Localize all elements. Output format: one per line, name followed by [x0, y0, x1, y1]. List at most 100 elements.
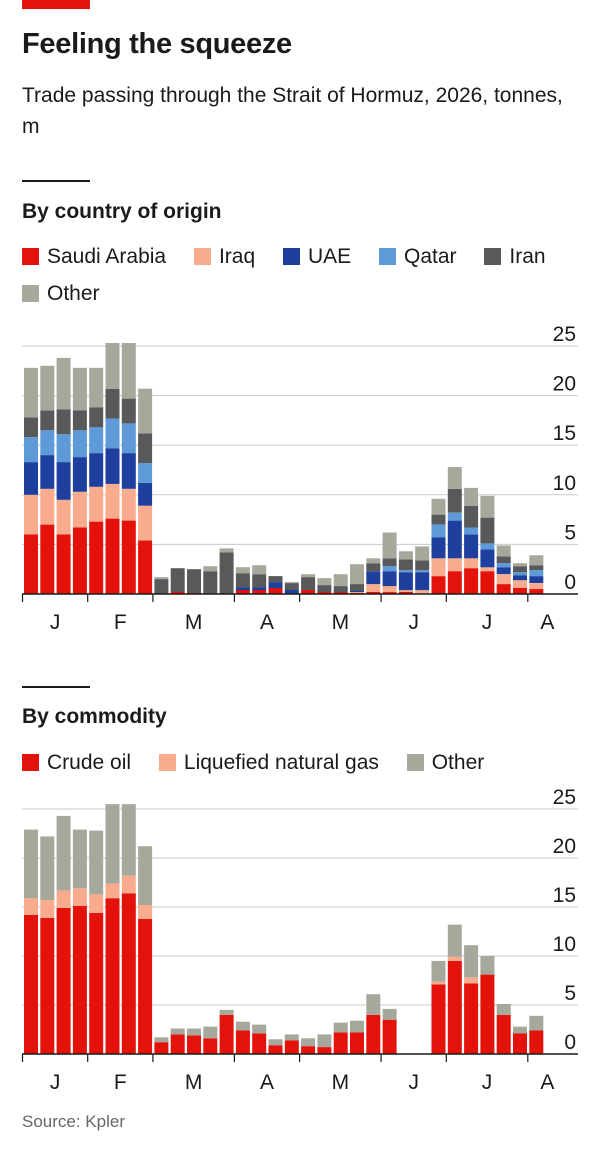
- bar-segment-iran: [89, 407, 104, 428]
- bar-segment-saudi-arabia: [89, 521, 104, 594]
- bar-segment-crude-oil: [89, 912, 104, 1054]
- bar-segment-qatar: [105, 418, 120, 449]
- bar-segment-saudi-arabia: [447, 571, 462, 594]
- bar-segment-uae: [252, 587, 267, 591]
- legend-item-saudi-arabia: Saudi Arabia: [22, 238, 166, 275]
- bar-segment-uae: [382, 571, 397, 587]
- y-tick-label: 0: [564, 1031, 576, 1054]
- bar-segment-other: [447, 467, 462, 489]
- bar-segment-uae: [464, 534, 479, 559]
- bar-segment-saudi-arabia: [252, 590, 267, 594]
- bar-segment-qatar: [56, 434, 71, 463]
- bar-segment-iraq: [480, 567, 495, 572]
- bar-segment-crude-oil: [72, 906, 87, 1054]
- bar-segment-iran: [235, 573, 250, 588]
- bar-segment-other: [513, 563, 527, 567]
- bar-segment-iran: [464, 505, 479, 528]
- bar-segment-iraq: [447, 558, 462, 572]
- y-tick-label: 20: [553, 373, 576, 396]
- bar-segment-iraq: [366, 584, 381, 592]
- y-tick-label: 25: [553, 786, 576, 809]
- bar-segment-qatar: [496, 563, 511, 568]
- bar-segment-saudi-arabia: [72, 527, 87, 594]
- legend-swatch: [193, 248, 211, 265]
- x-tick-label: J: [50, 611, 61, 634]
- chart-commodity: 0 5 10 15 20 25 J F M A M J J A: [21, 786, 578, 1094]
- bar-segment-other: [252, 565, 267, 575]
- x-tick-label: J: [408, 611, 419, 634]
- bar-segment-saudi-arabia: [431, 576, 446, 594]
- bar-segment-iran: [350, 584, 364, 591]
- bar-segment-saudi-arabia: [398, 592, 413, 594]
- bar-segment-iran: [56, 409, 71, 435]
- bar-segment-iran: [447, 488, 462, 513]
- section-rule: [22, 180, 90, 182]
- bar-segment-crude-oil: [268, 1045, 283, 1054]
- bar-segment-uae: [24, 462, 38, 495]
- bar-segment-other: [350, 564, 364, 584]
- bar-segment-other: [382, 1008, 397, 1020]
- bar-segment-iran: [40, 410, 55, 431]
- bar-segment-uae: [284, 590, 299, 594]
- bar-segment-other: [24, 829, 38, 899]
- bar-segment-qatar: [72, 430, 87, 458]
- bar-segment-other: [40, 836, 55, 901]
- bar-segment-saudi-arabia: [138, 540, 153, 594]
- bar-segment-uae: [447, 520, 462, 559]
- bar-segment-liquefied-natural-gas: [56, 890, 71, 908]
- bar-segment-crude-oil: [333, 1032, 348, 1054]
- y-tick-label: 15: [553, 884, 576, 907]
- x-tick-label: M: [332, 1071, 350, 1094]
- legend-item-qatar: Qatar: [379, 238, 457, 275]
- bar-segment-other: [56, 815, 71, 891]
- legend-item-iran: Iran: [484, 238, 546, 275]
- bar-segment-other: [24, 367, 38, 418]
- bar-segment-iran: [187, 569, 201, 593]
- legend-swatch: [282, 248, 300, 265]
- bar-segment-iran: [513, 566, 527, 573]
- bar-segment-other: [333, 1022, 348, 1033]
- bar-segment-saudi-arabia: [480, 571, 495, 594]
- bar-segment-iran: [415, 560, 430, 571]
- bar-segment-liquefied-natural-gas: [40, 900, 55, 918]
- bar-segment-iraq: [382, 586, 397, 593]
- x-tick-label: M: [332, 611, 350, 634]
- bar-segment-crude-oil: [431, 984, 446, 1054]
- legend-item-uae: UAE: [282, 238, 351, 275]
- bar-segment-uae: [235, 587, 250, 591]
- legend-label: Iran: [509, 245, 546, 268]
- bar-segment-saudi-arabia: [24, 534, 38, 594]
- legend-label: Iraq: [218, 245, 256, 268]
- bar-segment-other: [415, 546, 430, 561]
- bar-segment-iran: [121, 398, 136, 424]
- bar-segment-iran: [317, 585, 332, 592]
- bar-segment-other: [398, 551, 413, 560]
- bar-segment-other: [366, 994, 381, 1015]
- bar-segment-uae: [415, 572, 430, 591]
- section-title-country: By country of origin: [22, 200, 222, 223]
- bar-segment-iraq: [398, 590, 413, 592]
- bar-segment-qatar: [480, 543, 495, 550]
- bar-segment-saudi-arabia: [40, 524, 55, 594]
- bar-segment-crude-oil: [235, 1030, 250, 1054]
- section-rule: [22, 686, 90, 688]
- bar-segment-other: [203, 1026, 218, 1039]
- bar-segment-qatar: [464, 527, 479, 535]
- chart-subtitle: Trade passing through the Strait of Horm…: [22, 84, 563, 138]
- bar-segment-iraq: [56, 499, 71, 535]
- bar-segment-uae: [398, 572, 413, 591]
- bar-segment-iran: [496, 556, 511, 564]
- x-tick-label: J: [408, 1071, 419, 1094]
- legend-item-other: Other: [22, 275, 100, 312]
- chart-title: Feeling the squeeze: [22, 28, 292, 60]
- bar-segment-other: [138, 388, 153, 434]
- bar-segment-liquefied-natural-gas: [431, 981, 446, 985]
- bar-segment-other: [431, 498, 446, 515]
- bar-segment-other: [219, 1009, 234, 1015]
- bar-segment-qatar: [447, 512, 462, 521]
- legend-country: Saudi Arabia Iraq UAE Qatar Iran Other: [22, 238, 592, 312]
- legend-label: Qatar: [404, 245, 457, 268]
- bar-segment-other: [89, 830, 104, 895]
- bar-segment-iran: [138, 433, 153, 464]
- bar-segment-uae: [431, 537, 446, 559]
